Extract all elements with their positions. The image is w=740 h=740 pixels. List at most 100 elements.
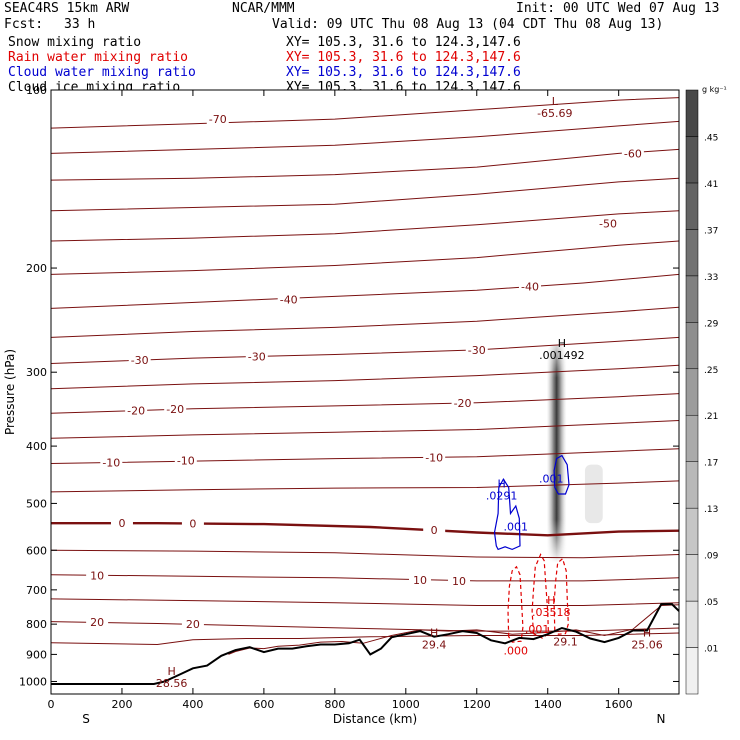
y-top-label: 100 [26, 84, 47, 97]
x-tick-label: 200 [111, 698, 132, 711]
isotherm-label-bg [164, 402, 187, 415]
y-tick-label: 900 [26, 648, 47, 661]
colorbar-unit: g kg⁻¹ [702, 85, 727, 94]
colorbar-tick-label: .37 [704, 226, 718, 236]
isotherm-line [51, 598, 679, 606]
fcst-value: 33 h [64, 17, 96, 32]
colorbar-tick-label: .45 [704, 133, 718, 143]
isotherm-label: 10 [413, 574, 427, 587]
colorbar-tick-label: .21 [704, 412, 718, 422]
isotherm-label-bg [181, 618, 204, 631]
isotherm-label: -10 [177, 454, 195, 467]
isotherm-line [51, 448, 679, 464]
isotherm-label-bg [206, 113, 229, 126]
extremum-value: -65.69 [537, 107, 572, 120]
isotherm-line [51, 420, 679, 439]
y-axis-label: Pressure (hPa) [3, 349, 17, 435]
colorbar-swatch [685, 554, 699, 602]
isotherm-label-bg [174, 454, 197, 467]
x-tick-label: 0 [48, 698, 55, 711]
colorbar-swatch [685, 507, 699, 555]
isotherm-line [51, 632, 679, 646]
isotherm-label: -10 [425, 451, 443, 464]
end-label-north: N [657, 712, 666, 726]
isotherm-label: 0 [431, 524, 438, 537]
isotherm-label-bg [448, 574, 471, 587]
isotherm-label: -30 [248, 350, 266, 363]
isotherm-line [51, 273, 679, 309]
colorbar-tick-label: .17 [704, 459, 718, 469]
colorbar-swatch [685, 647, 699, 695]
extremum-mark: H [497, 478, 505, 491]
isotherm-label-bg [110, 517, 133, 530]
isotherm-label: 10 [90, 570, 104, 583]
x-tick-label: 400 [182, 698, 203, 711]
extremum-value: .03518 [532, 606, 571, 619]
isotherm-label: 20 [90, 616, 104, 629]
plot-area [51, 90, 679, 694]
isotherm-label-bg [277, 293, 300, 306]
isotherm-label-bg [518, 280, 541, 293]
colorbar-tick-label: .33 [704, 273, 718, 283]
fcst-label: Fcst: [4, 17, 44, 32]
extremum-value: .001 [504, 520, 529, 533]
terrain-profile [51, 603, 679, 685]
extremum-value: 25.06 [631, 639, 663, 652]
y-tick-label: 1000 [19, 675, 47, 688]
colorbar-swatch [685, 89, 699, 137]
isotherm-line [51, 364, 679, 390]
cloud-water-contour [553, 454, 570, 495]
temperature-isotherms [51, 97, 679, 655]
x-tick-label: 1400 [534, 698, 562, 711]
isotherm-label: 0 [189, 518, 196, 531]
y-tick-label: 400 [26, 440, 47, 453]
isotherm-label: -60 [624, 147, 642, 160]
isotherm-label-bg [423, 524, 446, 537]
colorbar-tick-label: .09 [704, 552, 719, 562]
extremum-value: .001492 [539, 349, 585, 362]
isotherm-label-bg [451, 396, 474, 409]
isotherm-line [51, 574, 679, 582]
x-tick-label: 800 [324, 698, 345, 711]
model-title: SEAC4RS 15km ARW [4, 1, 130, 16]
extremum-mark: H [558, 337, 566, 350]
extremum-mark: L [552, 95, 559, 108]
extremum-value: .001 [525, 623, 550, 636]
isotherm-label-bg [181, 517, 204, 530]
isotherm-label: -30 [131, 354, 149, 367]
terrain-line [51, 603, 679, 685]
isotherm-label: -20 [166, 403, 184, 416]
isotherm-line [51, 210, 679, 242]
isotherm-label-bg [423, 451, 446, 464]
rain-water-contour [553, 557, 569, 635]
x-tick-label: 1000 [392, 698, 420, 711]
isotherm-label: 0 [118, 517, 125, 530]
field-xy-rain: XY= 105.3, 31.6 to 124.3,147.6 [286, 50, 521, 65]
surface-isotherm-line [228, 604, 679, 655]
isotherm-line [51, 336, 679, 364]
extremum-value: 29.1 [553, 636, 578, 649]
colorbar: .01 .05 .09 .13 .17 .21 .25 .29 .33 .37 .41 .45 g kg… [685, 85, 727, 695]
field-xy-snow: XY= 105.3, 31.6 to 124.3,147.6 [286, 35, 521, 50]
colorbar-swatch [685, 229, 699, 277]
isotherm-label-bg [245, 350, 268, 363]
isotherm-label-bg [597, 217, 620, 230]
y-tick-label: 300 [26, 366, 47, 379]
isotherm-label: -30 [468, 344, 486, 357]
extremum-value: 28.56 [156, 677, 188, 690]
isotherm-label-bg [465, 343, 488, 356]
field-xy-cloudwater: XY= 105.3, 31.6 to 124.3,147.6 [286, 65, 521, 80]
isotherm-label-bg [86, 616, 109, 629]
isotherm-label-bg [621, 147, 644, 160]
end-label-south: S [82, 712, 90, 726]
isotherm-label-bg [128, 353, 151, 366]
colorbar-tick-label: .05 [704, 598, 718, 608]
isotherm-line [51, 120, 679, 154]
init-label: Init: 00 UTC Wed 07 Aug 13 [516, 1, 720, 16]
colorbar-swatch [685, 136, 699, 184]
colorbar-swatch [685, 275, 699, 323]
isotherm-label: -20 [454, 397, 472, 410]
colorbar-tick-label: .25 [704, 366, 718, 376]
y-tick-label: 800 [26, 618, 47, 631]
plot-frame [50, 89, 680, 695]
